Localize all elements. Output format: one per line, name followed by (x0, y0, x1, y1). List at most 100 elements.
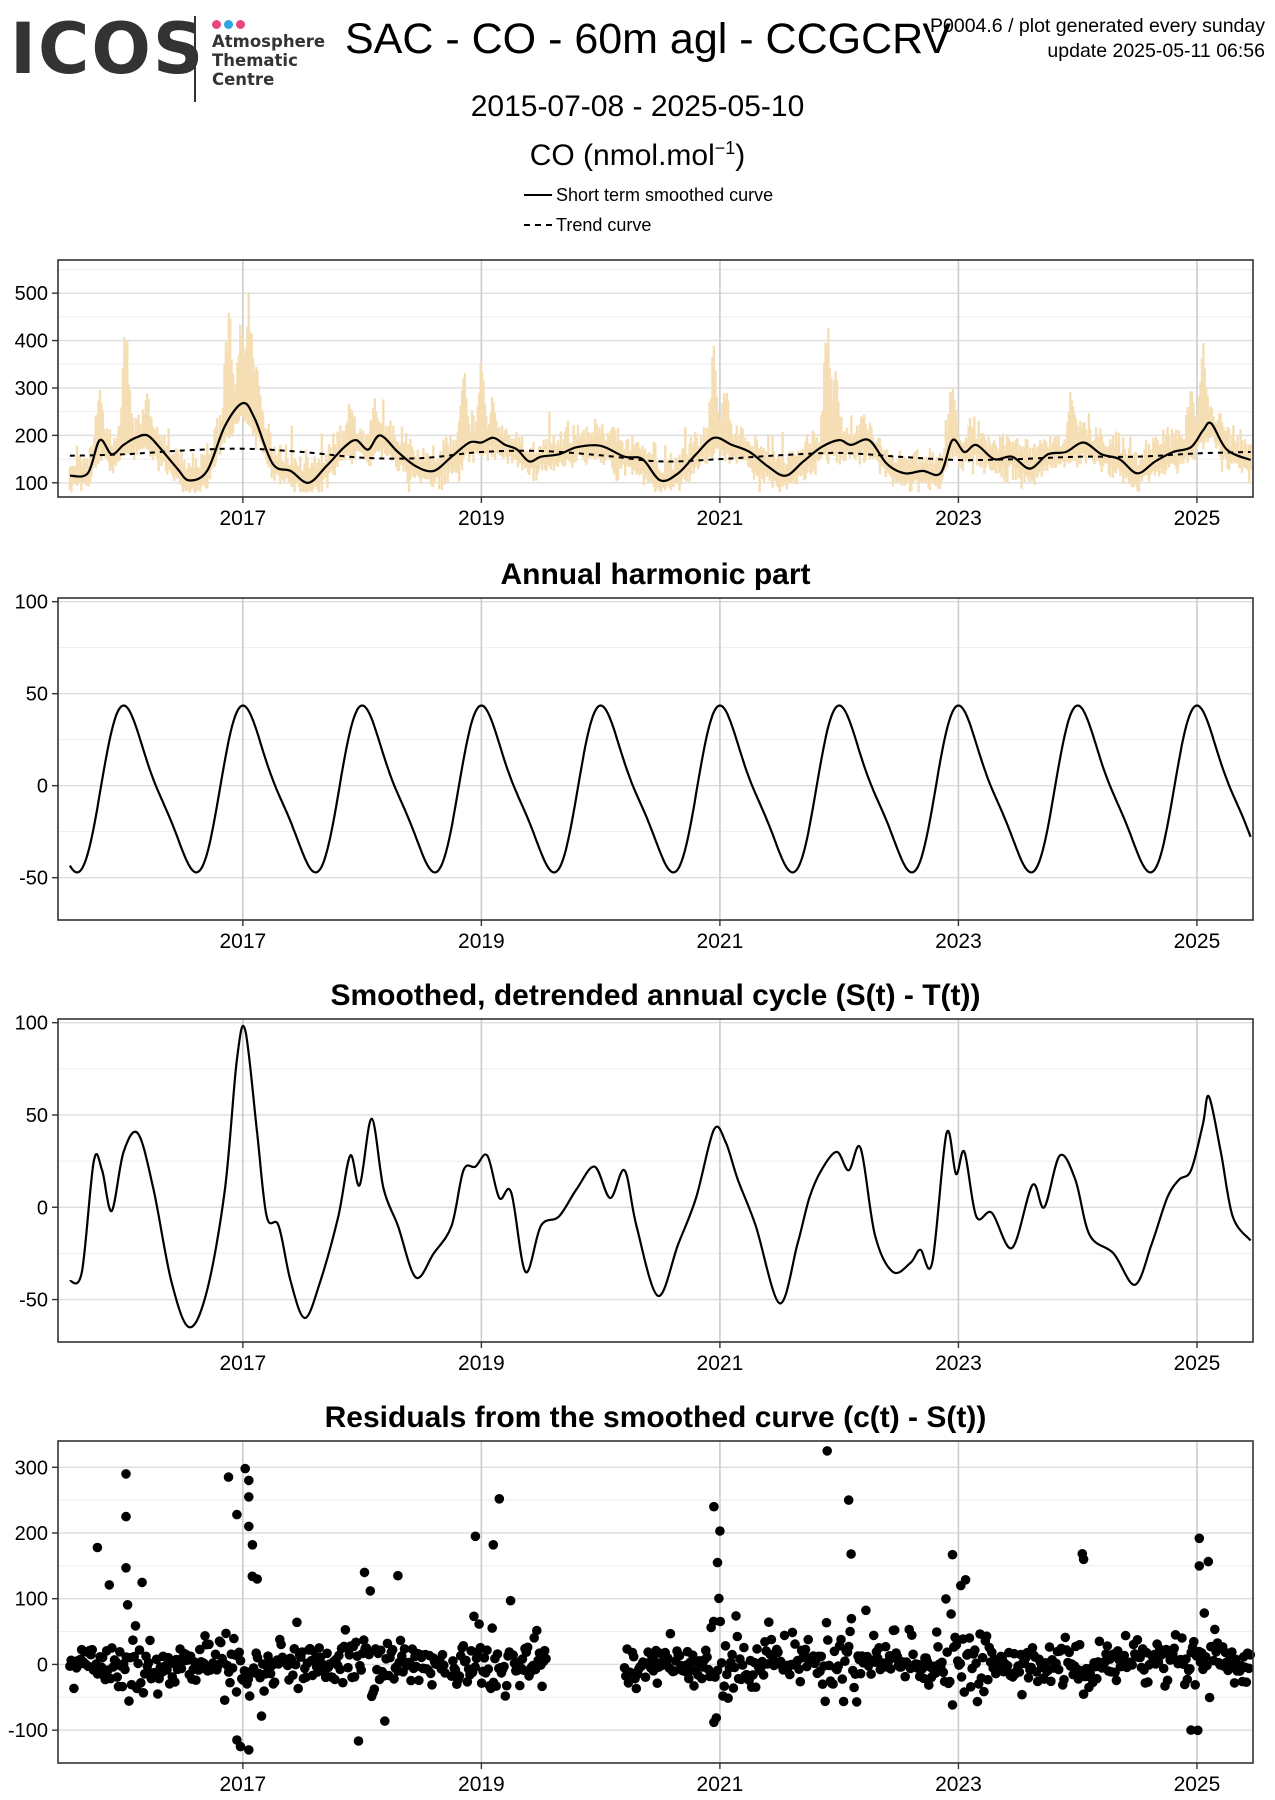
residual-point (752, 1644, 762, 1654)
residual-point (128, 1635, 138, 1645)
residual-point (406, 1675, 416, 1686)
residual-point (133, 1658, 143, 1669)
x-tick-label: 2017 (219, 1773, 266, 1796)
residual-point (715, 1616, 726, 1627)
residual-outlier (1194, 1533, 1205, 1544)
residual-point (1046, 1676, 1056, 1687)
residual-point (728, 1683, 739, 1693)
residual-point (924, 1680, 934, 1690)
residual-point (500, 1691, 511, 1701)
residual-outlier (359, 1567, 370, 1578)
residual-outlier (232, 1509, 242, 1520)
residual-point (499, 1661, 509, 1672)
residual-outlier (121, 1469, 131, 1479)
x-tick-label: 2025 (1174, 1773, 1221, 1796)
residual-point (959, 1687, 970, 1697)
residual-point (225, 1677, 235, 1688)
residual-point (437, 1649, 448, 1660)
residual-point (439, 1660, 449, 1671)
residual-point (290, 1659, 301, 1670)
smoothed-curve (69, 401, 1252, 484)
residual-point (1182, 1674, 1193, 1685)
x-tick-label: 2017 (219, 930, 266, 953)
residual-outlier (843, 1495, 854, 1505)
residual-point (229, 1633, 239, 1644)
residual-point (130, 1621, 141, 1631)
y-tick-label: 100 (15, 1589, 48, 1611)
residual-point (631, 1683, 642, 1694)
residual-point (1094, 1636, 1105, 1647)
x-tick-label: 2019 (458, 1773, 505, 1796)
residual-point (689, 1681, 699, 1691)
residual-point (216, 1637, 226, 1648)
residual-outlier (715, 1526, 725, 1536)
residual-point (1132, 1635, 1143, 1645)
residual-point (1102, 1641, 1113, 1651)
residual-point (399, 1644, 410, 1654)
residual-point (937, 1657, 947, 1668)
residual-point (227, 1663, 238, 1673)
residual-point (1211, 1647, 1221, 1657)
residual-point (942, 1647, 952, 1657)
trend-curve (69, 447, 1251, 463)
residual-outlier (494, 1494, 505, 1504)
residual-point (1060, 1632, 1071, 1643)
residual-point (956, 1672, 967, 1682)
residual-outlier (947, 1549, 958, 1560)
residual-point (1059, 1674, 1069, 1685)
logo-separator (194, 16, 196, 102)
logo-line-3: Centre (212, 70, 275, 89)
residual-point (908, 1649, 918, 1660)
residual-point (259, 1686, 269, 1696)
residual-outlier (1186, 1725, 1196, 1735)
residual-point (1053, 1664, 1064, 1675)
residual-point (950, 1632, 960, 1643)
logo-dots-icon (212, 16, 248, 34)
smoothed-curve (69, 1024, 1252, 1329)
residual-point (487, 1623, 498, 1633)
residual-point (931, 1627, 942, 1637)
residual-point (427, 1680, 437, 1690)
residual-point (823, 1635, 833, 1645)
residual-point (697, 1673, 707, 1684)
residual-point (1044, 1642, 1055, 1652)
residual-point (1210, 1624, 1220, 1635)
plot-frame (57, 597, 1254, 921)
residual-point (983, 1674, 993, 1685)
residual-point (414, 1675, 424, 1686)
residual-point (652, 1678, 663, 1688)
residual-point (235, 1655, 246, 1666)
residual-point (476, 1678, 487, 1688)
x-tick-label: 2025 (1174, 1352, 1221, 1375)
residual-point (508, 1650, 518, 1660)
y-tick-label: 0 (37, 776, 48, 798)
residual-point (479, 1653, 490, 1663)
residual-point (448, 1656, 458, 1666)
x-tick-label: 2017 (219, 507, 266, 530)
residual-point (458, 1641, 469, 1651)
residual-point (120, 1664, 130, 1675)
residual-point (817, 1679, 828, 1689)
residual-point (221, 1628, 231, 1639)
residual-point (855, 1668, 866, 1679)
y-tick-label: 50 (26, 684, 48, 706)
residual-point (729, 1662, 740, 1673)
residual-outlier (92, 1542, 103, 1553)
residual-point (1127, 1660, 1137, 1670)
residual-point (529, 1633, 539, 1643)
x-tick-label: 2021 (697, 1352, 744, 1375)
residual-outlier (244, 1745, 254, 1755)
residual-point (204, 1639, 214, 1650)
residual-point (369, 1684, 380, 1694)
residual-point (343, 1662, 353, 1673)
x-tick-label: 2021 (697, 507, 744, 530)
residual-point (1200, 1652, 1211, 1662)
meta-update: update 2025-05-11 06:56 (1047, 40, 1265, 62)
residual-outlier (252, 1574, 262, 1584)
residual-point (849, 1682, 859, 1693)
residual-point (1064, 1647, 1074, 1658)
residual-point (1244, 1663, 1254, 1674)
unit-suffix: ) (735, 139, 746, 172)
residual-point (243, 1674, 254, 1684)
